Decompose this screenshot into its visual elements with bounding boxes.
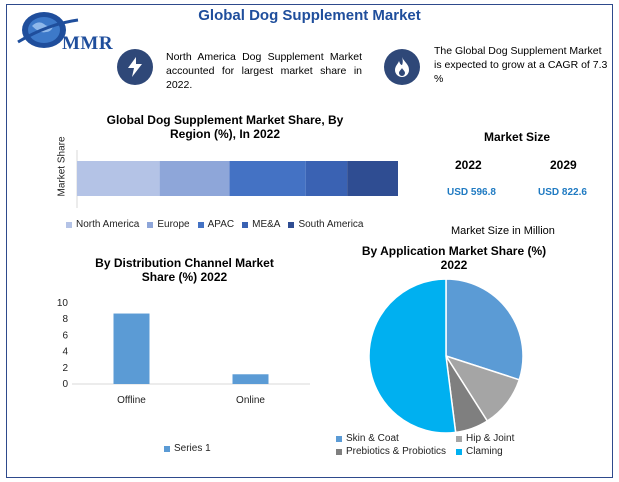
region-legend-item: ME&A bbox=[242, 219, 280, 230]
legend-swatch bbox=[336, 448, 342, 455]
legend-swatch bbox=[164, 445, 170, 452]
market-size-value-2022: USD 596.8 bbox=[447, 187, 496, 198]
flame-icon bbox=[384, 49, 420, 85]
channel-ytick-label: 10 bbox=[57, 298, 69, 309]
channel-ytick-label: 6 bbox=[62, 330, 68, 341]
region-segment-3 bbox=[305, 161, 348, 196]
pie-legend-item: Claming bbox=[456, 446, 503, 457]
region-legend-item: North America bbox=[66, 219, 139, 230]
channel-bar-offline bbox=[113, 313, 150, 384]
info-right-text: The Global Dog Supplement Market is expe… bbox=[434, 45, 608, 85]
legend-swatch bbox=[336, 435, 342, 442]
region-legend-item: South America bbox=[288, 219, 364, 230]
market-size-footnote: Market Size in Million bbox=[451, 225, 555, 237]
info-left-text: North America Dog Supplement Market acco… bbox=[166, 51, 362, 91]
pie-legend-item: Hip & Joint bbox=[456, 433, 514, 444]
region-segment-0 bbox=[77, 161, 160, 196]
pie-legend-label: Prebiotics & Probiotics bbox=[346, 446, 447, 457]
legend-swatch bbox=[242, 221, 249, 228]
legend-swatch bbox=[197, 221, 204, 228]
infographic-frame bbox=[6, 4, 613, 478]
pie-legend-label: Claming bbox=[466, 446, 503, 457]
lightning-icon bbox=[117, 49, 153, 85]
channel-ytick-label: 2 bbox=[62, 363, 68, 374]
market-size-title: Market Size bbox=[484, 130, 551, 144]
region-segment-2 bbox=[229, 161, 306, 196]
channel-xtick-label: Online bbox=[236, 395, 265, 406]
channel-bar-online bbox=[232, 374, 269, 384]
region-legend-label: APAC bbox=[207, 219, 235, 230]
pie-legend-label: Skin & Coat bbox=[346, 433, 399, 444]
legend-swatch bbox=[456, 448, 463, 455]
legend-swatch bbox=[147, 221, 154, 228]
application-legend: Skin & Coat Hip & Joint Prebiotics & Probi… bbox=[336, 433, 536, 459]
market-size-year-2029: 2029 bbox=[550, 158, 577, 172]
channel-ytick-label: 4 bbox=[62, 347, 68, 358]
region-chart-title: Global Dog Supplement Market Share, By R… bbox=[106, 113, 344, 141]
region-segment-4 bbox=[347, 161, 398, 196]
legend-swatch bbox=[288, 221, 295, 228]
pie-legend-row: Prebiotics & Probiotics Claming bbox=[336, 446, 536, 457]
region-legend-label: ME&A bbox=[252, 219, 281, 230]
region-legend-label: Europe bbox=[157, 219, 190, 230]
pie-legend-row: Skin & Coat Hip & Joint bbox=[336, 433, 536, 444]
region-legend: North America Europe APAC ME&A South America bbox=[66, 219, 406, 230]
region-legend-label: North America bbox=[76, 219, 140, 230]
channel-chart-title: By Distribution Channel Market Share (%)… bbox=[95, 256, 274, 284]
logo-text: MMR bbox=[62, 33, 114, 54]
market-size-year-2022: 2022 bbox=[455, 158, 482, 172]
pie-legend-item: Skin & Coat bbox=[336, 433, 446, 444]
channel-legend: Series 1 bbox=[164, 443, 211, 454]
legend-label-series-1: Series 1 bbox=[174, 443, 211, 454]
pie-legend-item: Prebiotics & Probiotics bbox=[336, 446, 446, 457]
application-chart-title: By Application Market Share (%) 2022 bbox=[361, 244, 547, 272]
legend-swatch bbox=[66, 221, 72, 228]
pie-legend-label: Hip & Joint bbox=[466, 433, 515, 444]
page-title: Global Dog Supplement Market bbox=[198, 7, 421, 24]
legend-swatch bbox=[456, 435, 462, 442]
channel-ytick-label: 0 bbox=[62, 379, 68, 390]
globe-icon bbox=[17, 12, 79, 48]
channel-xtick-label: Offline bbox=[117, 395, 146, 406]
market-size-value-2029: USD 822.6 bbox=[538, 187, 587, 198]
region-legend-label: South America bbox=[298, 219, 364, 230]
pie-slice-3 bbox=[368, 278, 457, 434]
region-legend-item: APAC bbox=[197, 219, 235, 230]
region-segment-1 bbox=[159, 161, 230, 196]
channel-ytick-label: 8 bbox=[62, 314, 68, 325]
pie-slice-0 bbox=[445, 278, 524, 381]
region-legend-item: Europe bbox=[147, 219, 190, 230]
